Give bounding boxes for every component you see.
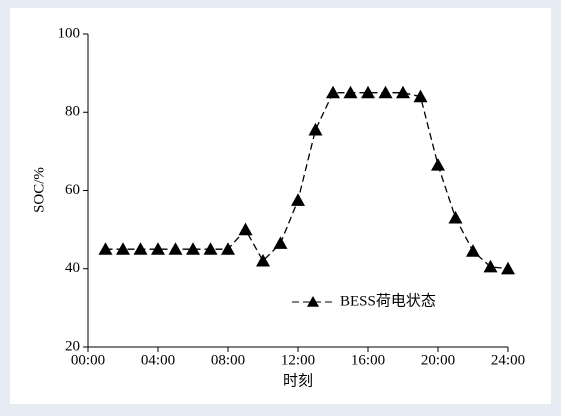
data-point (256, 253, 270, 267)
data-point (238, 222, 253, 236)
data-point (448, 210, 463, 224)
data-point (98, 242, 113, 255)
x-tick-label: 16:00 (351, 352, 385, 368)
data-point (466, 244, 480, 257)
y-tick-label: 40 (65, 260, 80, 276)
data-point (501, 261, 515, 275)
data-point (326, 85, 340, 99)
legend-label: BESS荷电状态 (340, 292, 436, 309)
y-tick-label: 60 (65, 182, 80, 198)
x-axis-label: 时刻 (283, 372, 313, 389)
y-axis-label: SOC/% (31, 167, 47, 213)
legend-marker (307, 296, 319, 307)
x-tick-label: 12:00 (281, 352, 315, 368)
y-tick-label: 80 (65, 104, 80, 120)
data-point (273, 236, 288, 249)
x-tick-label: 20:00 (421, 352, 455, 368)
y-tick-label: 20 (65, 338, 80, 354)
data-point (221, 242, 235, 255)
data-point (308, 122, 323, 136)
data-point (151, 242, 165, 255)
data-point (168, 242, 183, 255)
data-point (431, 158, 445, 171)
data-point (361, 85, 375, 99)
x-tick-label: 04:00 (141, 352, 175, 368)
data-point (483, 259, 498, 273)
x-tick-label: 00:00 (71, 352, 105, 368)
data-point (413, 89, 428, 103)
data-point (396, 85, 410, 99)
data-point (203, 242, 218, 255)
data-point (291, 193, 305, 206)
x-tick-label: 08:00 (211, 352, 245, 368)
x-tick-label: 24:00 (491, 352, 525, 368)
plot-panel (10, 8, 551, 404)
data-point (116, 242, 130, 255)
data-point (133, 242, 148, 255)
data-point (186, 242, 200, 255)
data-point (343, 85, 358, 99)
data-point (378, 85, 393, 99)
y-tick-label: 100 (58, 25, 81, 41)
